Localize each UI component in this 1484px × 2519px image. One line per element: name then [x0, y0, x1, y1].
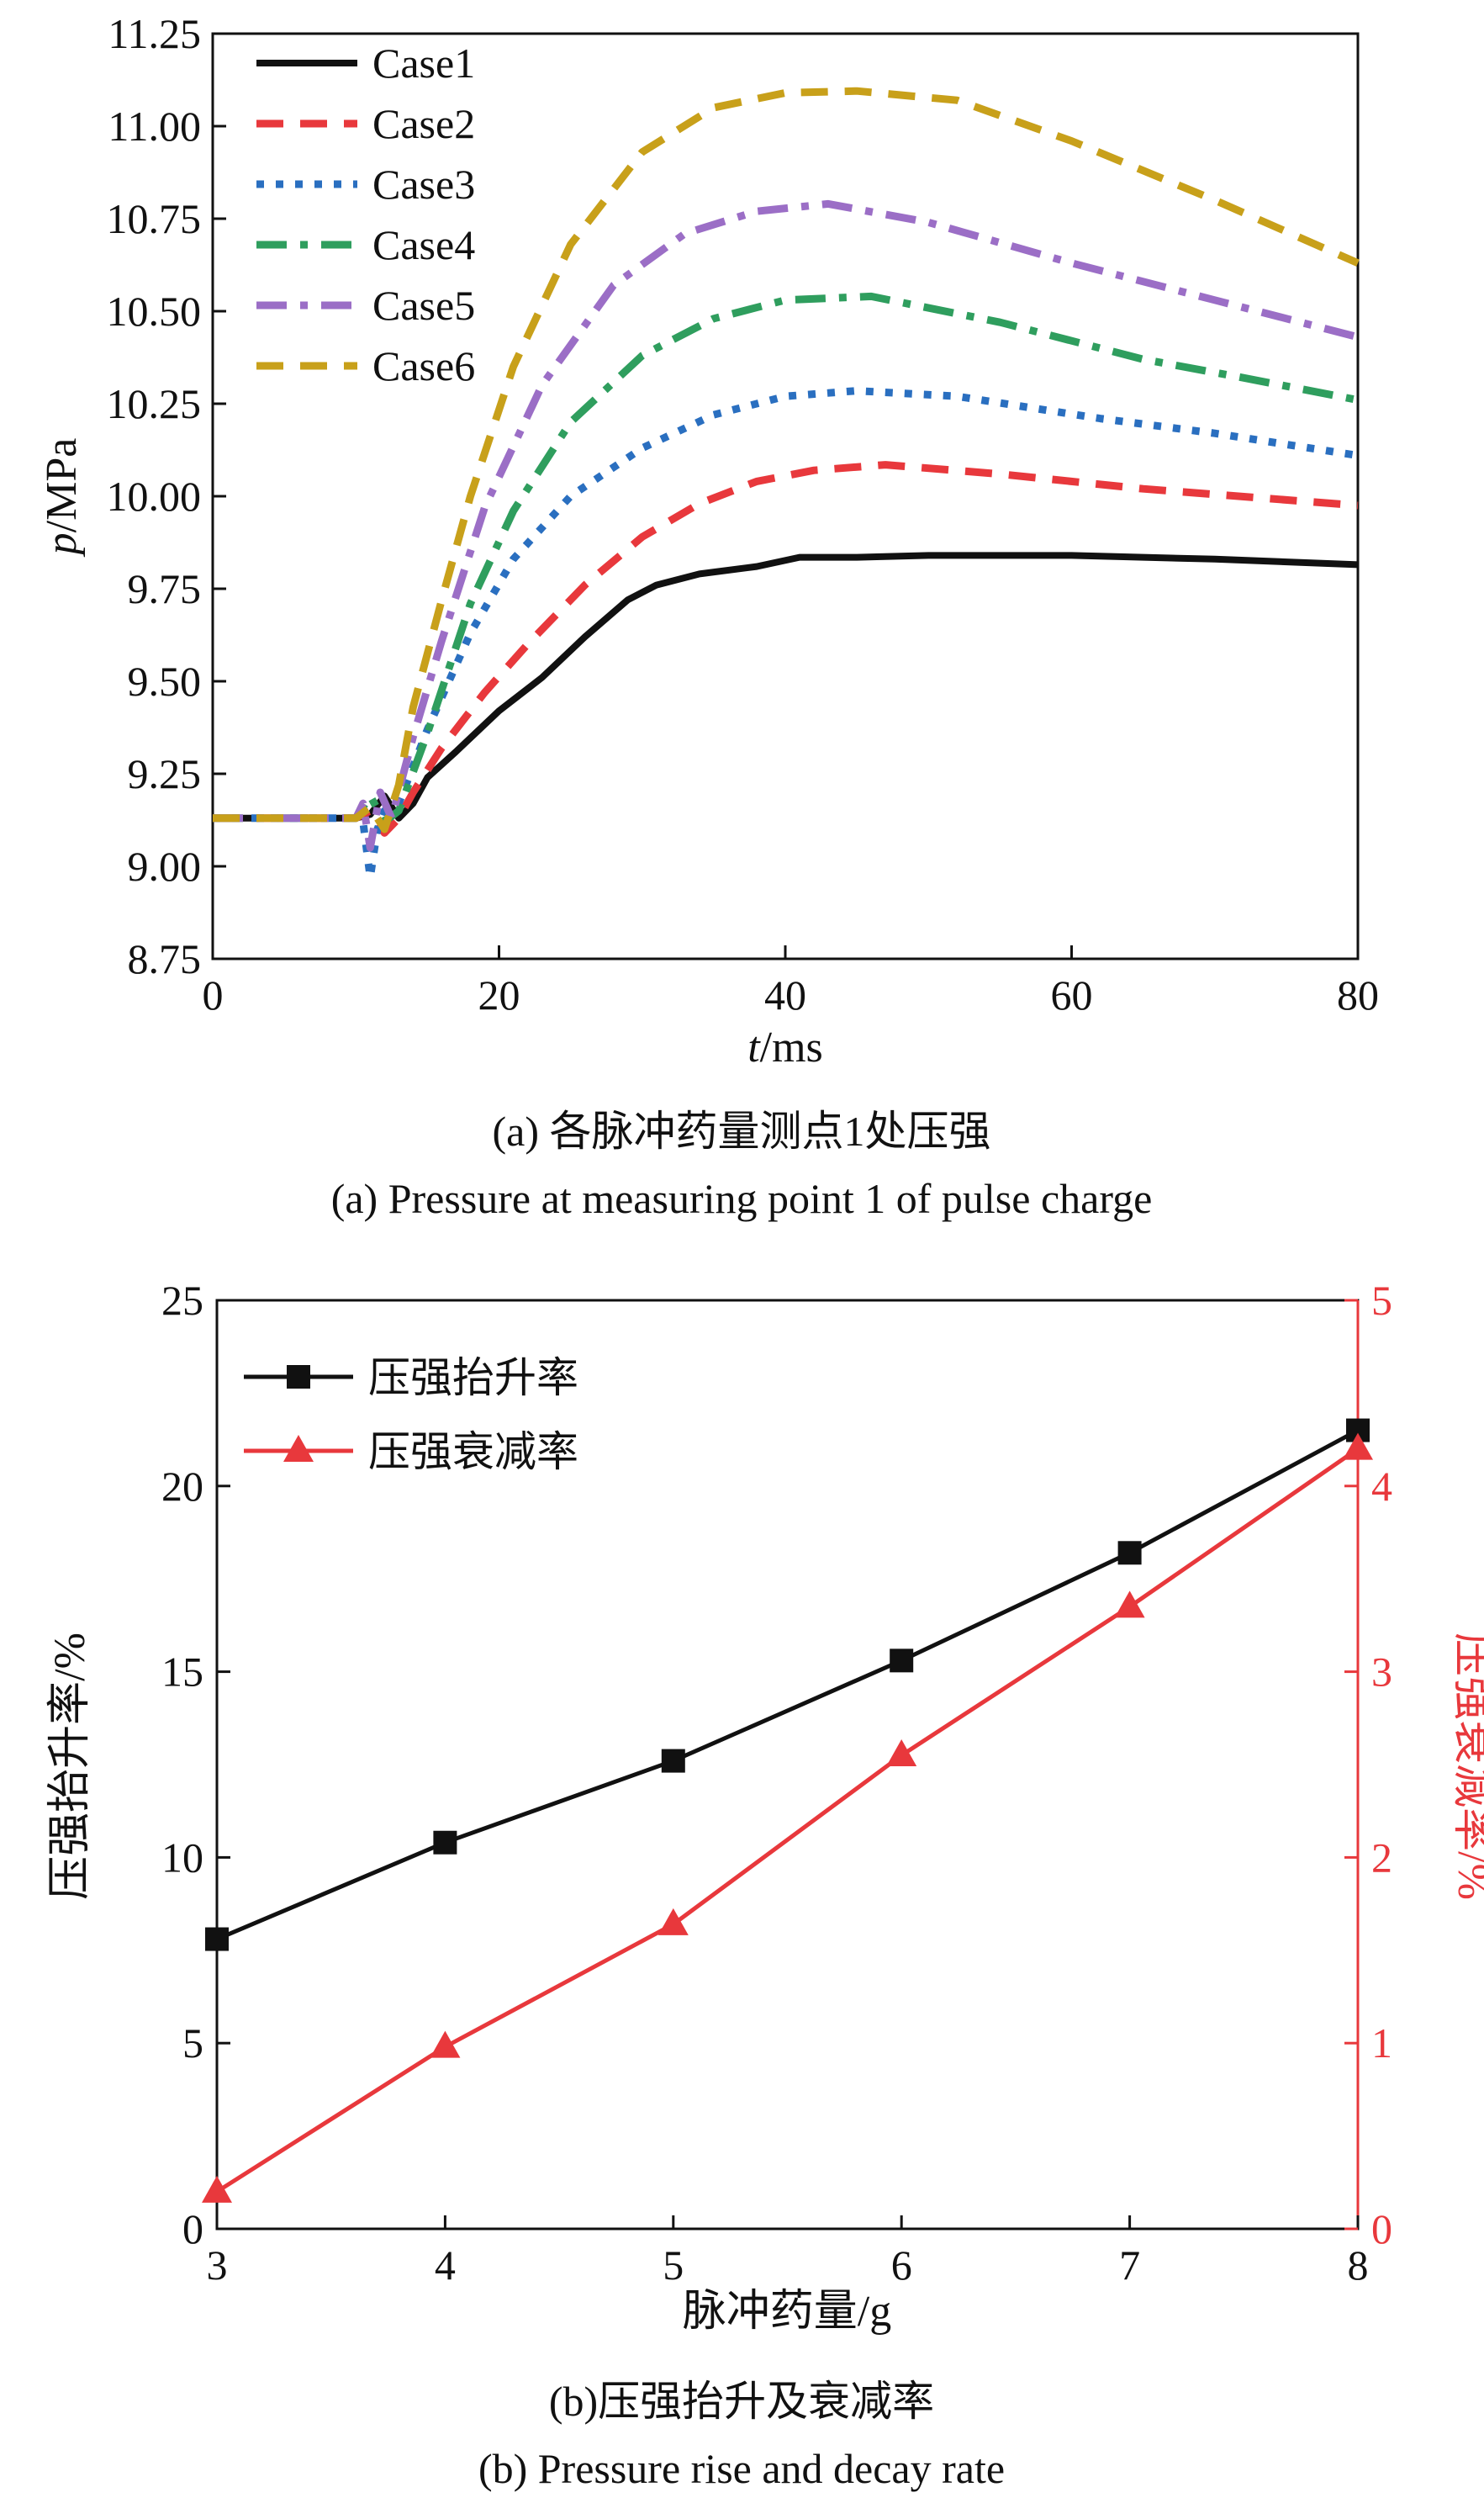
chart-b-decay-point [1343, 1432, 1373, 1460]
chart-b-rise-point [661, 1749, 685, 1773]
chart-b-y-right-tick-label: 1 [1371, 2019, 1392, 2067]
chart-a-y-tick-label: 9.25 [128, 750, 202, 797]
chart-a-caption-cn: (a) 各脉冲药量测点1处压强 [493, 1108, 991, 1155]
chart-b-legend-square-marker [287, 1365, 310, 1389]
chart-b-x-tick-label: 5 [663, 2241, 684, 2289]
chart-a-y-tick-label: 11.25 [108, 10, 201, 57]
chart-b-x-tick-label: 6 [891, 2241, 912, 2289]
chart-b-decay-point [1114, 1590, 1145, 1618]
chart-a-legend-label: Case3 [372, 161, 475, 208]
chart-a-y-tick-label: 10.00 [107, 473, 202, 520]
chart-b-series-line-rise [216, 1428, 1360, 1941]
chart-a-legend-label: Case6 [372, 342, 475, 389]
chart-b-legend-label: 压强衰减率 [368, 1428, 578, 1475]
chart-a-y-tick-label: 10.50 [107, 288, 202, 335]
chart-a-x-tick-label: 80 [1337, 971, 1379, 1019]
chart-b-decay-point [202, 2175, 232, 2203]
chart-a-legend-label: Case1 [372, 40, 475, 87]
chart-b-y-left-tick-label: 0 [182, 2205, 203, 2252]
chart-b-rise-point [890, 1648, 914, 1673]
chart-b-ylabel-right: 压强衰减率/% [1449, 1633, 1484, 1900]
chart-a-y-tick-label: 9.50 [128, 658, 202, 705]
chart-b-y-left-tick-label: 15 [161, 1648, 203, 1696]
chart-b-y-right-tick-label: 3 [1371, 1648, 1392, 1696]
chart-a-y-tick-label: 10.75 [107, 195, 202, 242]
chart-b-rise-point [1117, 1541, 1142, 1565]
chart-b-y-right-tick-label: 5 [1371, 1277, 1392, 1324]
chart-a-caption-en: (a) Pressure at measuring point 1 of pul… [331, 1175, 1153, 1222]
chart-a-ticks: 0 20 40 60 80 8.75 9.00 9.25 9.50 9.75 10.00 10.25 1… [107, 10, 1380, 1019]
chart-b-y-left-tick-label: 10 [161, 1834, 203, 1881]
chart-b-y-right-tick-label: 4 [1371, 1463, 1392, 1510]
chart-a-x-tick-label: 60 [1051, 971, 1093, 1019]
chart-b-series [202, 1418, 1373, 2203]
chart-b-legend-triangle-marker [283, 1435, 314, 1462]
chart-b-x-tick-label: 7 [1119, 2241, 1140, 2289]
chart-a: 0 20 40 60 80 8.75 9.00 9.25 9.50 9.75 10.00 10.25 1… [38, 10, 1379, 1222]
chart-a-y-tick-label: 9.00 [128, 843, 202, 890]
chart-b-y-left-tick-label: 25 [161, 1277, 203, 1324]
chart-a-legend-label: Case5 [372, 282, 475, 329]
chart-a-xlabel: t/ms [747, 1024, 823, 1072]
chart-b-decay-point [886, 1738, 917, 1766]
chart-a-y-tick-label: 9.75 [128, 565, 202, 612]
chart-a-x-tick-label: 20 [478, 971, 520, 1019]
chart-b-legend-label: 压强抬升率 [368, 1354, 578, 1401]
chart-a-series-case6 [213, 87, 1360, 833]
chart-b-x-tick-label: 8 [1348, 2241, 1369, 2289]
chart-b-ylabel-left: 压强抬升率/% [46, 1633, 94, 1900]
chart-b-rise-point [205, 1927, 229, 1951]
chart-b-y-right-tick-label: 0 [1371, 2205, 1392, 2252]
chart-b-caption-cn: (b)压强抬升及衰减率 [549, 2378, 934, 2425]
chart-b-decay-point [430, 2030, 461, 2058]
chart-b-rise-point [433, 1830, 457, 1855]
chart-b-x-tick-label: 4 [435, 2241, 456, 2289]
chart-b-y-left-tick-label: 20 [161, 1463, 203, 1510]
chart-a-y-tick-label: 11.00 [108, 103, 201, 150]
chart-b-decay-point [658, 1908, 689, 1935]
chart-b-series-line-decay [215, 1447, 1360, 2194]
chart-b-y-left-tick-label: 5 [182, 2019, 203, 2067]
chart-a-series-case2 [213, 461, 1359, 837]
chart-a-series-case5 [213, 199, 1360, 852]
chart-a-legend-label: Case4 [372, 221, 475, 268]
chart-a-series-case1 [213, 552, 1359, 822]
chart-b-x-tick-label: 3 [207, 2241, 228, 2289]
chart-a-legend-label: Case2 [372, 100, 475, 147]
chart-a-series-case3 [213, 387, 1359, 881]
chart-a-y-tick-label: 8.75 [128, 935, 202, 982]
chart-a-x-tick-label: 0 [203, 971, 224, 1019]
chart-a-y-tick-label: 10.25 [107, 380, 202, 427]
chart-a-ylabel: p/MPa [38, 438, 86, 558]
chart-b-caption-en: (b) Pressure rise and decay rate [478, 2445, 1005, 2492]
chart-a-legend: Case1 Case2 Case3 Case4 Case5 Case6 [256, 40, 475, 389]
chart-b-y-right-tick-label: 2 [1371, 1834, 1392, 1881]
chart-b-xlabel: 脉冲药量/g [683, 2288, 891, 2336]
chart-a-x-tick-label: 40 [764, 971, 806, 1019]
chart-a-series [213, 87, 1360, 881]
